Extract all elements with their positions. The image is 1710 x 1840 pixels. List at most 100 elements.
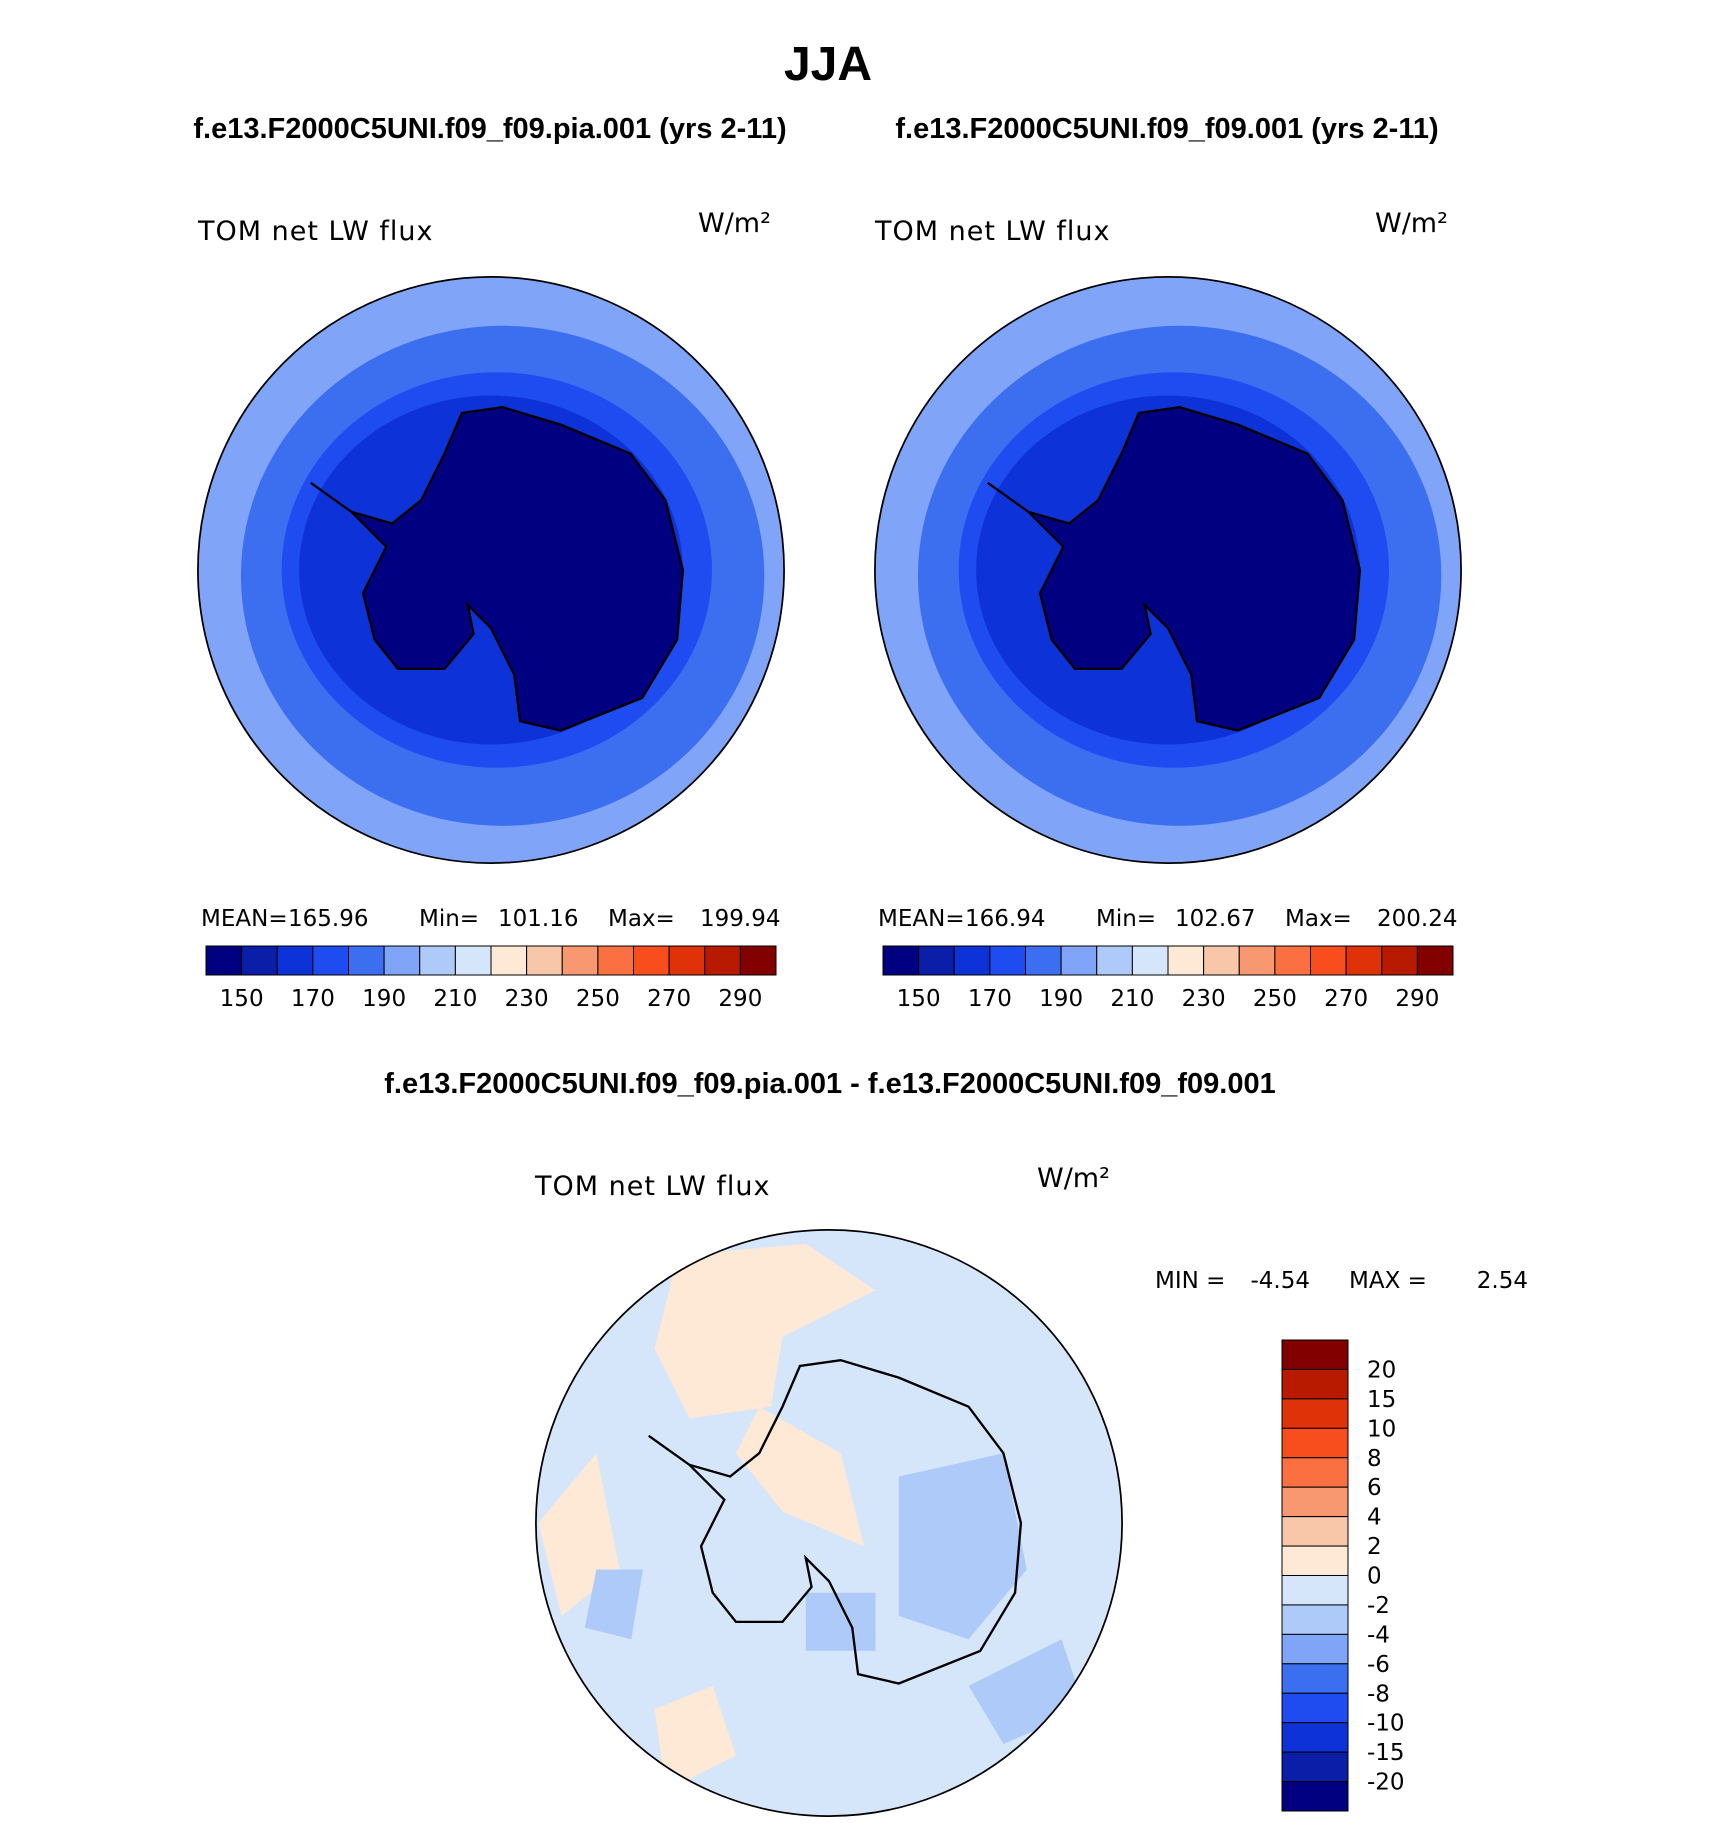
colorbar-box — [668, 945, 706, 976]
colorbar-box — [1167, 945, 1205, 976]
colorbar-label: -20 — [1367, 1770, 1405, 1796]
stat-value: -4.54 — [1250, 1268, 1310, 1294]
colorbar-box — [1131, 945, 1169, 976]
colorbar-box — [383, 945, 421, 976]
panel-title: f.e13.F2000C5UNI.f09_f09.pia.001 (yrs 2-… — [193, 113, 786, 145]
colorbar-box — [526, 945, 563, 976]
colorbar-box — [1281, 1575, 1349, 1606]
stat-value: 165.96 — [288, 906, 368, 932]
colorbar-label: 290 — [718, 986, 762, 1012]
colorbar-label: 150 — [220, 986, 264, 1012]
stat-label: Max= — [1285, 906, 1352, 932]
colorbar-box — [597, 945, 634, 976]
colorbar-box — [1281, 1398, 1349, 1429]
colorbar-box — [1281, 1457, 1349, 1488]
colorbar-label: 190 — [1039, 986, 1083, 1012]
colorbar-label: -8 — [1367, 1681, 1390, 1707]
colorbar-label: 270 — [647, 986, 691, 1012]
colorbar-box — [882, 945, 920, 976]
colorbar-label: -15 — [1367, 1740, 1405, 1766]
colorbar-label: 150 — [897, 986, 941, 1012]
colorbar-label: 2 — [1367, 1534, 1382, 1560]
colorbar-label: 210 — [433, 986, 477, 1012]
field-label: TOM net LW flux — [197, 216, 433, 247]
colorbar-box — [1310, 945, 1347, 976]
colorbar-box — [561, 945, 599, 976]
colorbar-label: 190 — [362, 986, 406, 1012]
colorbar-box — [1281, 1545, 1349, 1576]
colorbar-box — [1281, 1751, 1349, 1783]
colorbar-label: -2 — [1367, 1593, 1390, 1619]
colorbar-box — [1096, 945, 1133, 976]
colorbar-label: 6 — [1367, 1475, 1382, 1501]
colorbar-box — [1281, 1486, 1349, 1518]
colorbar-box — [1281, 1339, 1349, 1370]
stat-label: MAX = — [1349, 1268, 1427, 1294]
stat-value: 200.24 — [1377, 906, 1457, 932]
colorbar-box — [312, 945, 349, 976]
colorbar-label: 210 — [1110, 986, 1154, 1012]
stat-label: Min= — [1096, 906, 1156, 932]
colorbar-box — [454, 945, 492, 976]
colorbar-box — [1238, 945, 1276, 976]
colorbar-label: 15 — [1367, 1387, 1396, 1413]
colorbar-box — [1281, 1368, 1349, 1400]
colorbar-label: 20 — [1367, 1357, 1396, 1383]
colorbar-label: -6 — [1367, 1652, 1390, 1678]
panel-title: f.e13.F2000C5UNI.f09_f09.001 (yrs 2-11) — [895, 113, 1438, 145]
colorbar-label: 10 — [1367, 1416, 1396, 1442]
colorbar-box — [241, 945, 278, 976]
stat-label: MEAN= — [201, 906, 288, 932]
maps — [197, 276, 1462, 1817]
colorbar-box — [918, 945, 955, 976]
difference-title: f.e13.F2000C5UNI.f09_f09.pia.001 - f.e13… — [384, 1068, 1275, 1100]
units-label: W/m² — [1037, 1163, 1110, 1194]
colorbar-box — [989, 945, 1026, 976]
colorbar-label: -10 — [1367, 1711, 1405, 1737]
colorbar-box — [953, 945, 991, 976]
stat-value: 102.67 — [1175, 906, 1255, 932]
colorbar-box — [704, 945, 741, 976]
colorbar-box — [1025, 945, 1062, 976]
colorbar-box — [205, 945, 243, 976]
stat-value: 199.94 — [700, 906, 780, 932]
colorbar-label: 8 — [1367, 1446, 1382, 1472]
colorbar-label: 230 — [505, 986, 549, 1012]
colorbar-box — [1281, 1427, 1349, 1459]
colorbar-label: 230 — [1182, 986, 1226, 1012]
units-label: W/m² — [698, 208, 771, 239]
colorbar-box — [633, 945, 670, 976]
stat-value: 2.54 — [1477, 1268, 1528, 1294]
figure-title: JJA — [784, 38, 872, 91]
stat-value: 166.94 — [965, 906, 1045, 932]
colorbar-box — [739, 945, 777, 976]
colorbar-label: 250 — [1253, 986, 1297, 1012]
colorbar-box — [276, 945, 314, 976]
colorbar-box — [1416, 945, 1454, 976]
colorbar-label: 170 — [968, 986, 1012, 1012]
colorbar-box — [1060, 945, 1098, 976]
units-label: W/m² — [1375, 208, 1448, 239]
map-difference — [535, 1229, 1123, 1817]
colorbar-box — [419, 945, 456, 976]
colorbar-label: 290 — [1395, 986, 1439, 1012]
colorbar-box — [348, 945, 385, 976]
colorbar-label: 250 — [576, 986, 620, 1012]
colorbar-box — [1281, 1604, 1349, 1635]
colorbar-box — [1345, 945, 1383, 976]
stat-label: MIN = — [1155, 1268, 1225, 1294]
map-panel-2 — [874, 276, 1462, 864]
colorbar-box — [1281, 1633, 1349, 1665]
colorbar-box — [1281, 1781, 1349, 1812]
colorbar-box — [1281, 1663, 1349, 1694]
colorbar-box — [1203, 945, 1240, 976]
colorbar-label: 0 — [1367, 1564, 1382, 1590]
field-label: TOM net LW flux — [534, 1171, 770, 1202]
colorbar-label: -4 — [1367, 1622, 1390, 1648]
stat-label: Min= — [419, 906, 479, 932]
colorbar-box — [1281, 1722, 1349, 1753]
stat-label: MEAN= — [878, 906, 965, 932]
colorbar-label: 4 — [1367, 1505, 1382, 1531]
map-panel-1 — [197, 276, 785, 864]
